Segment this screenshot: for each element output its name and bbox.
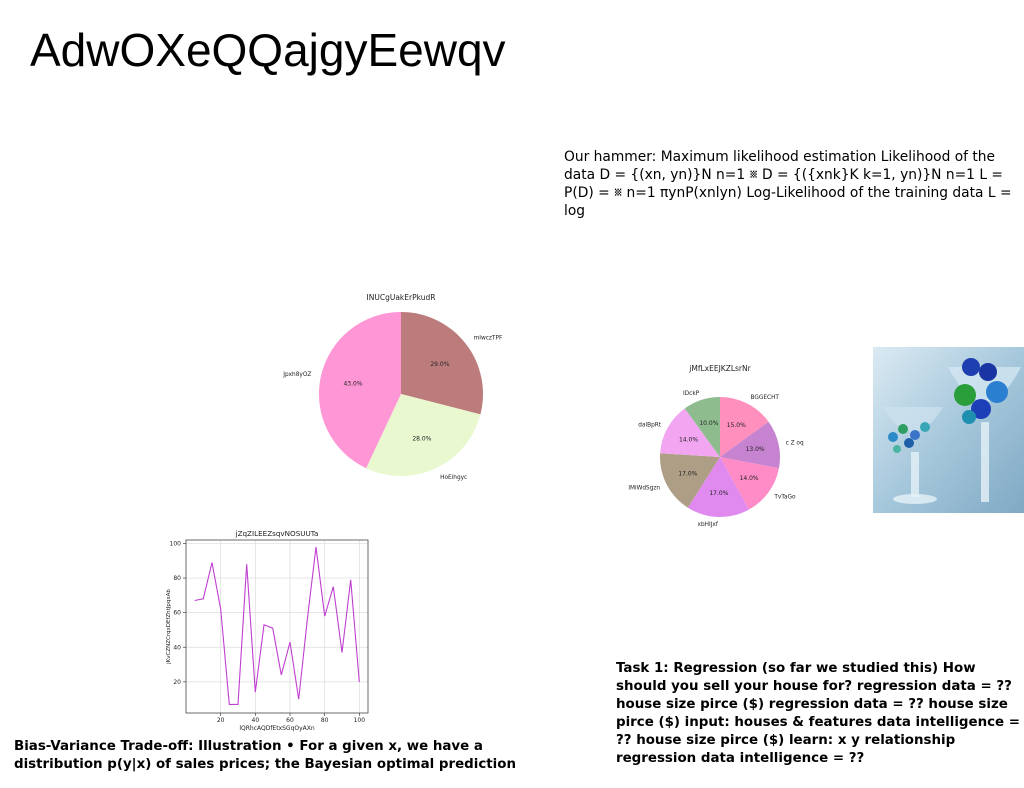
line-series — [194, 546, 360, 705]
pie-category-label: HoEihgyc — [440, 475, 467, 481]
pie-slice — [687, 457, 749, 518]
pie-category-label: xbHIJxf — [698, 522, 719, 528]
y-axis-label: jKvCZNZCrqxDEfZhtJpqxAb — [166, 589, 172, 665]
slide-title: AdwOXeQQajgyEewqv — [30, 24, 506, 76]
pie-value-label: 10.0% — [699, 420, 718, 427]
pie-category-label: BGGECHT — [751, 395, 780, 401]
y-tick-label: 20 — [173, 679, 181, 686]
pie-slice — [401, 312, 483, 415]
y-tick-label: 80 — [173, 575, 181, 582]
x-tick-label: 20 — [217, 717, 225, 724]
plot-frame — [185, 539, 369, 714]
pie-value-label: 17.0% — [678, 470, 697, 477]
y-tick-label: 40 — [173, 644, 181, 651]
glass-bowls-photo-icon — [873, 347, 1024, 513]
likelihood-text: Our hammer: Maximum likelihood estimatio… — [564, 149, 1012, 219]
pie-category-label: mIwczTPF — [474, 336, 503, 342]
pie-category-label: c Z oq — [786, 440, 804, 446]
pie-value-label: 29.0% — [430, 361, 449, 368]
pie-title: jMfLxEEJKZLsrNr — [688, 364, 751, 373]
pie-slice — [366, 394, 481, 477]
x-axis-label: lQRhcAQDfEtxSGqOyAXn — [239, 725, 315, 732]
pie-value-label: 17.0% — [709, 490, 728, 497]
x-tick-label: 40 — [252, 717, 260, 724]
pie-title: INUCgUakErPkudR — [367, 293, 436, 302]
pie-slice — [684, 397, 720, 457]
x-tick-label: 80 — [321, 717, 329, 724]
pie-slice — [720, 397, 769, 457]
line-title: jZqZILEEZsqvNOSUUTa — [235, 529, 319, 538]
pie-slice — [720, 421, 781, 469]
pie-value-label: 14.0% — [679, 437, 698, 444]
bias-variance-text: Bias-Variance Trade-off: Illustration • … — [14, 739, 517, 772]
regression-task-text: Task 1: Regression (so far we studied th… — [616, 661, 1021, 766]
pie-slice — [660, 408, 720, 457]
pie-value-label: 15.0% — [727, 422, 746, 429]
pie-category-label: dalBpRt — [638, 423, 662, 429]
pie-slice — [660, 453, 720, 508]
pie-slice — [318, 312, 401, 469]
pie-slice — [720, 457, 779, 510]
pie-value-label: 28.0% — [412, 436, 431, 443]
pie-category-label: TvTaGo — [773, 495, 796, 501]
x-tick-label: 60 — [286, 717, 294, 724]
pie-category-label: lMiWdSgzn — [628, 486, 660, 492]
pie-category-label: Jpxh8yOZ — [282, 372, 311, 378]
pie-value-label: 43.0% — [343, 380, 362, 387]
pie-value-label: 14.0% — [740, 475, 759, 482]
x-tick-label: 100 — [354, 717, 366, 724]
y-tick-label: 60 — [173, 610, 181, 617]
pie-category-label: IDckP — [683, 391, 700, 397]
y-tick-label: 100 — [170, 540, 182, 547]
pie-value-label: 13.0% — [746, 446, 765, 453]
